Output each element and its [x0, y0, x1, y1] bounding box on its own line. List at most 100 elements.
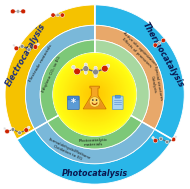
Circle shape: [20, 44, 24, 48]
Circle shape: [51, 13, 55, 17]
Circle shape: [171, 137, 176, 142]
Circle shape: [56, 56, 133, 133]
Text: Formaldehyde/Methane
Oxidation to EG: Formaldehyde/Methane Oxidation to EG: [46, 137, 91, 164]
Circle shape: [56, 56, 133, 133]
Circle shape: [11, 128, 15, 131]
Circle shape: [82, 82, 107, 107]
Circle shape: [14, 46, 19, 51]
Circle shape: [175, 136, 177, 138]
Circle shape: [60, 60, 130, 129]
Circle shape: [74, 74, 116, 115]
Circle shape: [92, 99, 94, 101]
Wedge shape: [95, 40, 149, 122]
Circle shape: [153, 43, 158, 47]
Circle shape: [83, 83, 106, 106]
Circle shape: [70, 70, 120, 119]
Circle shape: [21, 9, 26, 14]
Circle shape: [96, 99, 97, 101]
Circle shape: [83, 66, 89, 72]
Text: *: *: [71, 98, 76, 108]
FancyBboxPatch shape: [112, 96, 123, 110]
Circle shape: [59, 58, 131, 131]
Circle shape: [77, 77, 113, 112]
Circle shape: [58, 58, 131, 131]
Circle shape: [85, 84, 105, 105]
Circle shape: [64, 64, 125, 125]
Circle shape: [158, 41, 161, 44]
Text: Photocatalysis: Photocatalysis: [62, 169, 128, 178]
Circle shape: [89, 89, 100, 100]
Text: Electrode materials: Electrode materials: [29, 44, 53, 83]
Text: Ethylene CO₂ to EG: Ethylene CO₂ to EG: [41, 55, 61, 93]
Circle shape: [71, 71, 118, 118]
Circle shape: [65, 65, 125, 124]
Circle shape: [74, 68, 80, 75]
Circle shape: [89, 97, 100, 107]
Circle shape: [27, 126, 30, 129]
Circle shape: [72, 65, 75, 69]
Circle shape: [27, 48, 31, 51]
Circle shape: [153, 139, 158, 143]
Circle shape: [70, 70, 120, 119]
Wedge shape: [95, 5, 184, 139]
FancyBboxPatch shape: [115, 95, 120, 98]
Text: Thermocatalysis: Thermocatalysis: [141, 20, 186, 89]
Circle shape: [67, 67, 122, 122]
Circle shape: [37, 43, 39, 46]
Circle shape: [18, 131, 21, 135]
Circle shape: [159, 137, 163, 140]
Circle shape: [92, 92, 97, 97]
Circle shape: [80, 80, 110, 109]
Circle shape: [66, 65, 124, 124]
Text: Photocatalytic
materials: Photocatalytic materials: [78, 138, 108, 147]
Circle shape: [73, 72, 117, 117]
Circle shape: [86, 86, 103, 103]
Circle shape: [5, 129, 10, 134]
Circle shape: [53, 53, 137, 136]
Wedge shape: [35, 122, 155, 164]
Circle shape: [85, 85, 104, 104]
Circle shape: [78, 78, 111, 111]
Circle shape: [60, 60, 129, 129]
Circle shape: [63, 63, 127, 126]
Circle shape: [61, 61, 128, 128]
Circle shape: [24, 128, 28, 132]
Circle shape: [88, 88, 102, 101]
Circle shape: [90, 90, 100, 99]
Circle shape: [94, 66, 97, 70]
Circle shape: [86, 86, 103, 103]
Circle shape: [56, 13, 59, 17]
Circle shape: [16, 9, 20, 13]
Circle shape: [93, 69, 99, 75]
Circle shape: [84, 83, 106, 106]
Circle shape: [79, 79, 110, 110]
Circle shape: [53, 53, 136, 136]
FancyBboxPatch shape: [68, 96, 79, 110]
Circle shape: [57, 57, 132, 132]
Circle shape: [66, 66, 123, 123]
Polygon shape: [83, 86, 106, 109]
Circle shape: [53, 53, 136, 136]
Text: Electrocatalysis: Electrocatalysis: [4, 22, 48, 88]
Circle shape: [81, 81, 108, 108]
Circle shape: [68, 68, 121, 121]
Circle shape: [55, 55, 135, 134]
Circle shape: [3, 127, 6, 130]
Circle shape: [33, 45, 38, 49]
Circle shape: [76, 76, 113, 113]
FancyBboxPatch shape: [68, 96, 79, 100]
Circle shape: [90, 90, 99, 99]
Circle shape: [61, 61, 128, 128]
Wedge shape: [17, 129, 172, 184]
Circle shape: [152, 137, 154, 139]
Wedge shape: [95, 25, 164, 129]
Circle shape: [68, 68, 121, 121]
Circle shape: [55, 54, 135, 135]
Circle shape: [81, 81, 108, 108]
Circle shape: [88, 88, 101, 101]
Wedge shape: [40, 40, 95, 122]
Circle shape: [75, 75, 114, 114]
Circle shape: [93, 93, 96, 96]
Circle shape: [53, 53, 136, 136]
Text: Special structures
Catalysts: Special structures Catalysts: [148, 66, 163, 102]
